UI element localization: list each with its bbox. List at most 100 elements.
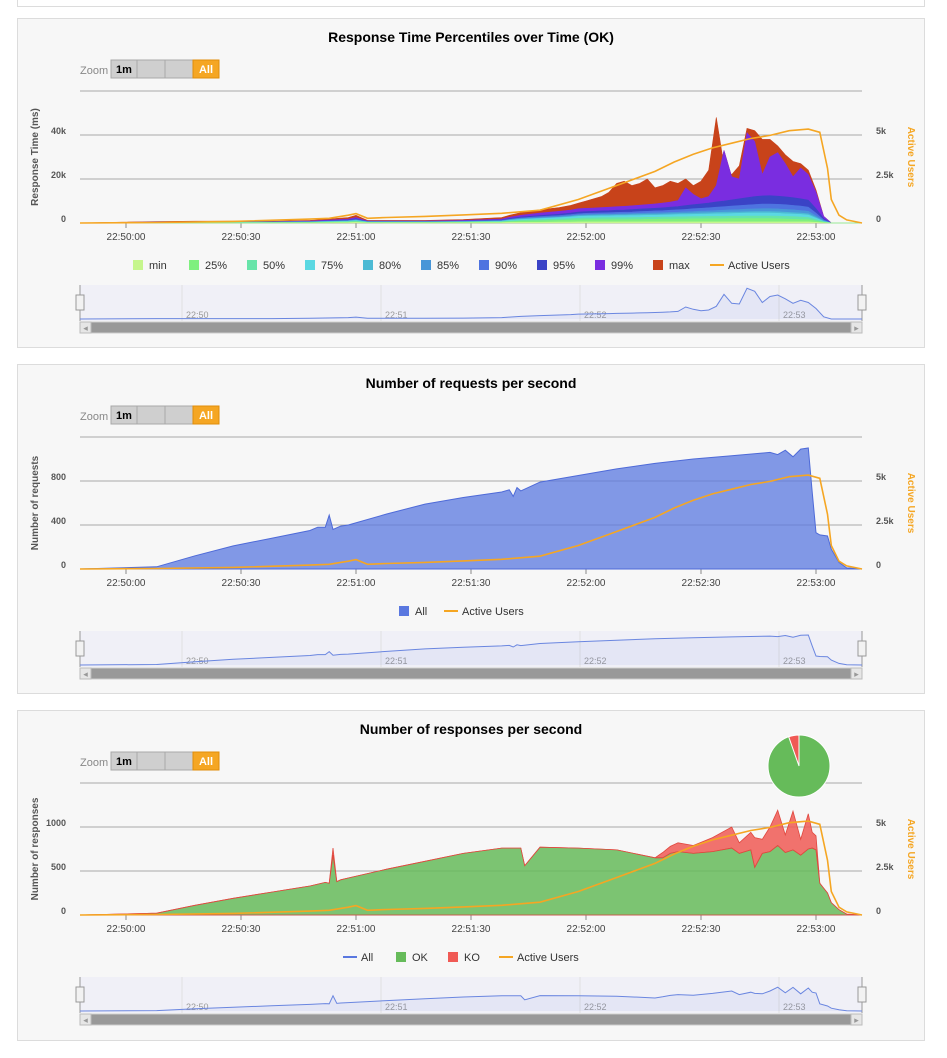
navigator-tick-label: 22:50: [186, 310, 209, 320]
navigator-right-handle[interactable]: [857, 986, 867, 1003]
chevron-left-icon: ◂: [83, 1015, 88, 1025]
legend-label: Active Users: [462, 606, 524, 618]
legend-label: 75%: [321, 260, 343, 272]
legend-item-99[interactable]: 99%: [595, 260, 633, 272]
navigator-series-line: [79, 287, 862, 320]
zoom-button-range2[interactable]: [164, 405, 194, 425]
zoom-button-range2[interactable]: [164, 59, 194, 79]
legend-item-max[interactable]: max: [653, 260, 690, 272]
scrollbar-track[interactable]: [79, 667, 863, 680]
chevron-left-icon: ◂: [83, 669, 88, 679]
legend-item-activeusers[interactable]: Active Users: [444, 606, 524, 618]
legend-item-50[interactable]: 50%: [247, 260, 285, 272]
legend-item-activeusers[interactable]: Active Users: [499, 952, 579, 964]
legend-item-75[interactable]: 75%: [305, 260, 343, 272]
x-tick-label: 22:51:30: [452, 924, 491, 935]
zoom-button-1m[interactable]: 1m: [110, 59, 138, 79]
zoom-button-All[interactable]: All: [192, 751, 220, 771]
x-tick-label: 22:53:00: [797, 232, 836, 243]
scrollbar[interactable]: ◂ ▸: [79, 1013, 863, 1026]
active-users-line: [79, 820, 863, 916]
legend-item-95[interactable]: 95%: [537, 260, 575, 272]
series-ok-area: [79, 844, 863, 916]
scrollbar-right-button[interactable]: [850, 321, 863, 334]
x-tick-label: 22:50:30: [222, 232, 261, 243]
legend-item-ok[interactable]: OK: [396, 952, 429, 964]
scrollbar-left-button[interactable]: [79, 321, 92, 334]
legend-item-90[interactable]: 90%: [479, 260, 517, 272]
zoom-label: Zoom: [80, 411, 108, 423]
zoom-button-All[interactable]: All: [192, 405, 220, 425]
zoom-button-range2[interactable]: [164, 751, 194, 771]
x-tick-label: 22:52:30: [682, 924, 721, 935]
navigator-tick-label: 22:52: [584, 656, 607, 666]
zoom-button-bg[interactable]: [164, 405, 194, 425]
x-tick-label: 22:52:30: [682, 578, 721, 589]
legend-label: 95%: [553, 260, 575, 272]
zoom-button-bg[interactable]: [136, 59, 166, 79]
legend-item-ko[interactable]: KO: [448, 952, 480, 964]
navigator-tick-label: 22:51: [385, 656, 408, 666]
zoom-button-bg[interactable]: [164, 59, 194, 79]
legend-item-25[interactable]: 25%: [189, 260, 227, 272]
legend-item-80[interactable]: 80%: [363, 260, 401, 272]
legend-item-all[interactable]: All: [399, 606, 427, 618]
scrollbar[interactable]: ◂ ▸: [79, 321, 863, 334]
scrollbar-left-button[interactable]: [79, 1013, 92, 1026]
navigator[interactable]: 22:50 22:51 22:52 22:53: [75, 977, 867, 1013]
y-tick-label: 500: [51, 862, 66, 872]
scrollbar[interactable]: ◂ ▸: [79, 667, 863, 680]
scrollbar-track[interactable]: [79, 1013, 863, 1026]
navigator-left-handle[interactable]: [75, 986, 85, 1003]
zoom-button-1m[interactable]: 1m: [110, 405, 138, 425]
legend-item-all[interactable]: All: [343, 952, 373, 964]
y-tick-label: 1000: [46, 818, 66, 828]
requests-panel: Number of requests per second Zoom 1m All 0 4…: [17, 364, 925, 694]
navigator-tick-label: 22:53: [783, 1002, 806, 1012]
x-tick-label: 22:53:00: [797, 924, 836, 935]
zoom-button-bg[interactable]: [136, 751, 166, 771]
navigator-series-fill: [80, 288, 862, 319]
legend-item-85[interactable]: 85%: [421, 260, 459, 272]
zoom-label: Zoom: [80, 65, 108, 77]
zoom-button-1m[interactable]: 1m: [110, 751, 138, 771]
scrollbar-track[interactable]: [79, 321, 863, 334]
navigator-left-handle[interactable]: [75, 294, 85, 311]
legend-swatch: [133, 260, 143, 270]
plot-area: [79, 447, 863, 570]
y-right-tick-label: 2.5k: [876, 516, 895, 526]
zoom-button-bg[interactable]: [164, 751, 194, 771]
y-right-tick-label: 2.5k: [876, 862, 895, 872]
zoom-button-bg[interactable]: [192, 751, 220, 771]
legend-item-min[interactable]: min: [133, 260, 167, 272]
y-tick-label: 0: [61, 560, 66, 570]
zoom-button-range1[interactable]: [136, 405, 166, 425]
legend-label: OK: [412, 952, 429, 964]
scrollbar-left-button[interactable]: [79, 667, 92, 680]
scrollbar-right-button[interactable]: [850, 1013, 863, 1026]
zoom-button-label: 1m: [116, 756, 132, 768]
legend-label: min: [149, 260, 167, 272]
legend-item-activeusers[interactable]: Active Users: [710, 260, 790, 272]
zoom-button-All[interactable]: All: [192, 59, 220, 79]
scrollbar-right-button[interactable]: [850, 667, 863, 680]
zoom-button-bg[interactable]: [192, 405, 220, 425]
plot-area: [79, 809, 863, 916]
legend-label: Active Users: [517, 952, 579, 964]
navigator-right-handle[interactable]: [857, 294, 867, 311]
navigator-left-handle[interactable]: [75, 640, 85, 657]
zoom-button-range1[interactable]: [136, 59, 166, 79]
zoom-button-range1[interactable]: [136, 751, 166, 771]
legend-swatch: [653, 260, 663, 270]
plot-area: [79, 117, 863, 224]
navigator-right-handle[interactable]: [857, 640, 867, 657]
zoom-button-bg[interactable]: [192, 59, 220, 79]
zoom-button-bg[interactable]: [136, 405, 166, 425]
zoom-button-label: All: [199, 756, 213, 768]
y-right-axis-title: Active Users: [905, 473, 916, 534]
zoom-button-label: 1m: [116, 410, 132, 422]
navigator-tick-label: 22:51: [385, 310, 408, 320]
x-tick-label: 22:50:00: [107, 924, 146, 935]
navigator-tick-label: 22:50: [186, 1002, 209, 1012]
navigator-series-line: [79, 634, 863, 666]
